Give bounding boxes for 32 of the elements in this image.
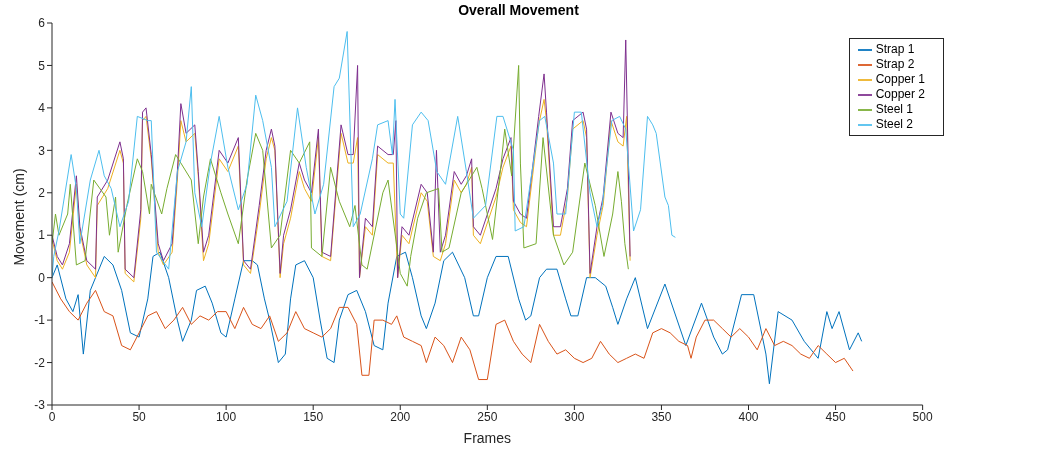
x-tick-label: 50 (132, 409, 147, 424)
x-tick-label: 300 (564, 409, 585, 424)
line-series (52, 281, 854, 381)
x-tick-label: 450 (825, 409, 846, 424)
legend-label: Strap 1 (875, 42, 915, 56)
y-tick-label: 5 (38, 58, 46, 73)
x-tick-label: 400 (738, 409, 759, 424)
y-tick-label: -1 (34, 313, 46, 328)
x-tick-label: 150 (303, 409, 324, 424)
legend-label: Steel 2 (875, 117, 913, 131)
y-tick-label: 6 (38, 16, 46, 31)
y-axis-title: Movement (cm) (11, 167, 28, 266)
chart-title: Overall Movement (457, 2, 580, 18)
line-series (52, 251, 863, 385)
legend-label: Steel 1 (875, 102, 913, 116)
legend-label: Copper 2 (875, 87, 925, 101)
legend-label: Strap 2 (875, 57, 915, 71)
y-tick-label: -3 (34, 398, 46, 413)
y-tick-label: 3 (38, 143, 46, 158)
x-axis-title: Frames (463, 430, 512, 446)
x-tick-label: 100 (216, 409, 237, 424)
x-tick-label: 250 (477, 409, 498, 424)
y-tick-label: -2 (34, 355, 46, 370)
legend-label: Copper 1 (875, 72, 925, 86)
x-tick-label: 0 (48, 409, 56, 424)
x-tick-label: 200 (390, 409, 411, 424)
y-tick-label: 0 (38, 270, 46, 285)
y-tick-label: 4 (38, 101, 46, 116)
y-tick-label: 1 (38, 228, 46, 243)
x-tick-label: 500 (912, 409, 933, 424)
y-tick-label: 2 (38, 186, 46, 201)
x-tick-label: 350 (651, 409, 672, 424)
